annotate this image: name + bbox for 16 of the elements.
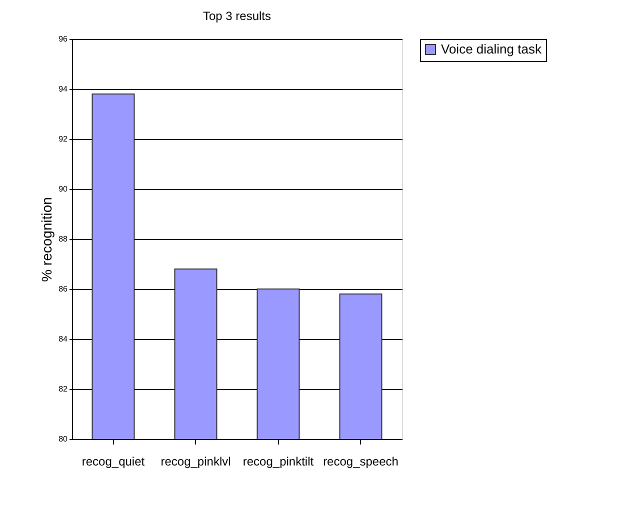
y-tick-label: 80 xyxy=(58,434,68,444)
y-axis-title: % recognition xyxy=(38,197,55,282)
y-tick-label: 90 xyxy=(58,184,68,194)
y-tick-label: 86 xyxy=(58,284,68,294)
y-tick-label: 84 xyxy=(58,334,68,344)
y-tick-label: 92 xyxy=(58,134,68,144)
x-tick-label: recog_pinklvl xyxy=(160,454,231,468)
legend-label: Voice dialing task xyxy=(441,42,542,56)
y-tick-label: 88 xyxy=(58,234,68,244)
y-tick-label: 96 xyxy=(58,34,68,44)
y-tick-label: 82 xyxy=(58,384,68,394)
chart-title: Top 3 results xyxy=(202,9,272,23)
y-tick-label: 94 xyxy=(58,84,68,94)
x-tick-label: recog_pinktilt xyxy=(242,454,314,468)
x-tick-label: recog_quiet xyxy=(82,454,146,468)
x-tick-label: recog_speech xyxy=(323,454,398,468)
